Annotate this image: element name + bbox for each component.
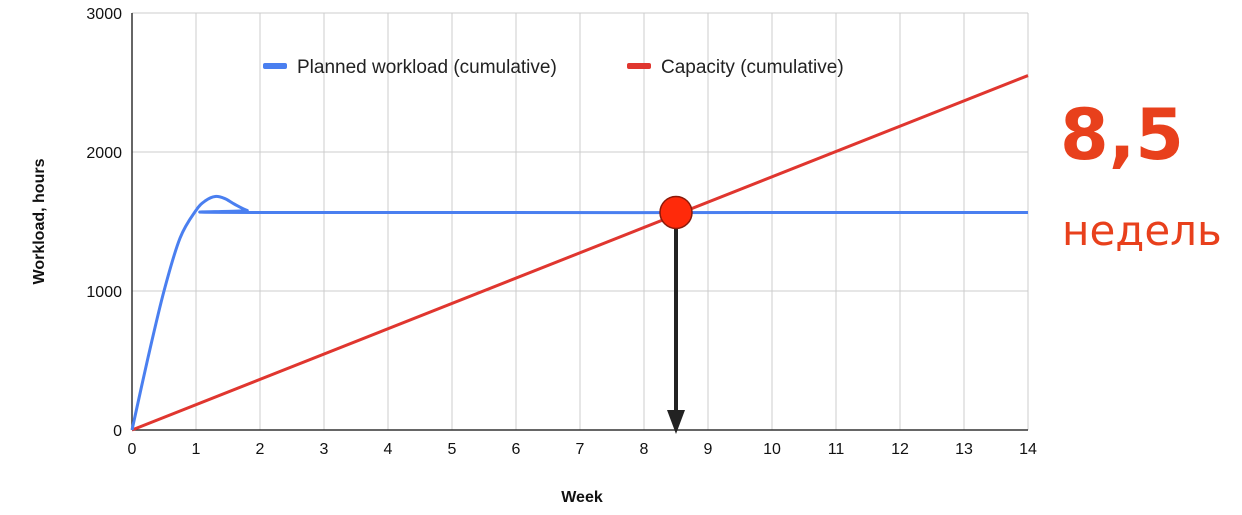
x-tick-label: 13 xyxy=(955,441,973,458)
y-axis-title: Workload, hours xyxy=(31,158,48,284)
x-tick-label: 2 xyxy=(256,441,265,458)
x-tick-label: 4 xyxy=(384,441,393,458)
x-tick-label: 9 xyxy=(704,441,713,458)
intersection-point xyxy=(659,195,693,230)
legend-label-capacity: Capacity (cumulative) xyxy=(661,57,844,78)
x-tick-label: 10 xyxy=(763,441,781,458)
x-tick-label: 14 xyxy=(1019,441,1037,458)
series-line-capacity xyxy=(131,74,1029,432)
series-lines xyxy=(130,74,1029,432)
x-tick-label: 8 xyxy=(640,441,649,458)
x-tick-label: 6 xyxy=(512,441,521,458)
y-tick-label: 3000 xyxy=(86,6,122,23)
y-tick-label: 0 xyxy=(113,423,122,440)
x-tick-label: 3 xyxy=(320,441,329,458)
x-tick-label: 0 xyxy=(128,441,137,458)
legend-swatch-planned-workload xyxy=(263,63,287,69)
legend-swatch-capacity xyxy=(627,63,651,69)
x-axis-title: Week xyxy=(561,489,603,506)
x-tick-label: 5 xyxy=(448,441,457,458)
x-tick-label: 12 xyxy=(891,441,909,458)
x-tick-label: 7 xyxy=(576,441,585,458)
callout-unit: недель xyxy=(1062,206,1222,255)
callout-value: 8,5 xyxy=(1060,94,1185,176)
intersection-marker xyxy=(659,195,693,434)
y-tick-label: 2000 xyxy=(86,145,122,162)
grid-lines xyxy=(132,12,1029,430)
axis-labels: Week Workload, hours xyxy=(31,158,603,506)
series-line-planned-workload xyxy=(130,194,1029,431)
y-tick-label: 1000 xyxy=(86,284,122,301)
legend-label-planned-workload: Planned workload (cumulative) xyxy=(297,57,557,78)
arrow-head xyxy=(667,410,685,434)
legend: Planned workload (cumulative) Capacity (c… xyxy=(263,57,844,78)
x-tick-label: 1 xyxy=(192,441,201,458)
x-tick-label: 11 xyxy=(828,441,845,458)
